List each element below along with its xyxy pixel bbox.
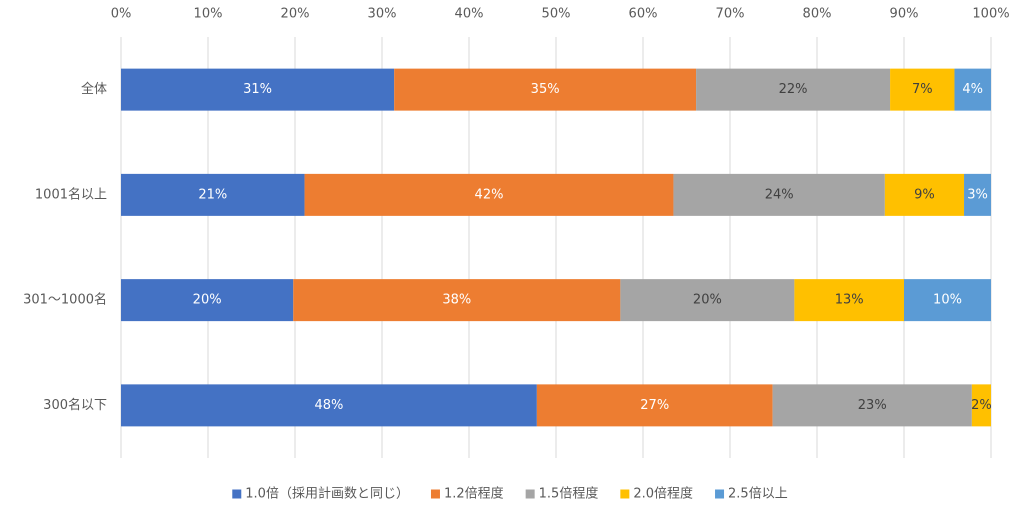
y-tick-label: 全体 [81,81,107,97]
x-tick-label: 100% [972,7,1009,22]
bar-segment [794,279,904,322]
bar-segment [121,279,294,322]
data-label: 38% [442,293,471,308]
data-label: 2% [971,398,992,413]
data-label: 3% [967,187,988,202]
x-tick-label: 70% [716,7,745,22]
bar-segment [293,279,621,322]
data-label: 7% [912,82,933,97]
x-tick-label: 30% [368,7,397,22]
legend-swatch [525,489,535,499]
bar-segment [890,68,955,111]
bar-segment [772,384,972,427]
data-label: 4% [962,82,983,97]
x-tick-label: 40% [455,7,484,22]
bar-segment [536,384,773,427]
x-tick-label: 50% [542,7,571,22]
bar-segment [696,68,891,111]
y-tick-label: 301～1000名 [23,292,107,308]
data-label: 10% [933,293,962,308]
data-label: 48% [314,398,343,413]
y-tick-label: 300名以下 [43,397,107,413]
y-tick-label: 1001名以上 [35,186,107,202]
data-label: 24% [765,187,794,202]
data-label: 20% [193,293,222,308]
data-label: 22% [779,82,808,97]
bar-segment [964,173,991,216]
x-tick-label: 60% [629,7,658,22]
legend-label: 1.2倍程度 [444,486,504,502]
bar-segment [394,68,697,111]
data-label: 20% [693,293,722,308]
data-label: 13% [835,293,864,308]
legend-swatch [430,489,440,499]
legend-label: 1.5倍程度 [539,486,599,502]
legend-label: 2.0倍程度 [633,486,693,502]
data-label: 21% [198,187,227,202]
data-label: 35% [531,82,560,97]
bar-segment [971,384,991,427]
bar-segment [121,173,305,216]
data-label: 23% [858,398,887,413]
x-tick-label: 80% [803,7,832,22]
legend-swatch [620,489,630,499]
bar-segment [673,173,885,216]
bar-segment [304,173,674,216]
legend-swatch [232,489,242,499]
bar-segment [121,384,537,427]
bar-segment [904,279,991,322]
data-label: 42% [475,187,504,202]
x-tick-label: 90% [890,7,919,22]
x-tick-label: 10% [194,7,223,22]
legend-label: 1.0倍（採用計画数と同じ） [245,486,409,502]
bar-segment [121,68,395,111]
bar-segment [620,279,795,322]
bar-segment [884,173,965,216]
x-tick-label: 20% [281,7,310,22]
data-label: 31% [243,82,272,97]
bar-segment [954,68,991,111]
data-label: 27% [640,398,669,413]
legend-label: 2.5倍以上 [728,487,788,502]
data-label: 9% [914,187,935,202]
legend-swatch [715,489,725,499]
x-tick-label: 0% [111,7,132,22]
